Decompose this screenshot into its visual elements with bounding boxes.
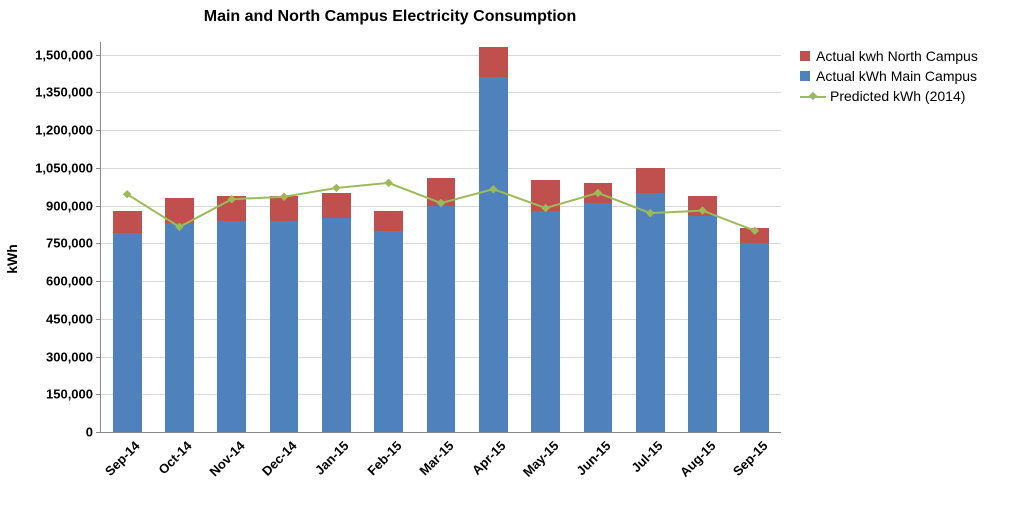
- line-marker-icon: [646, 209, 654, 217]
- y-tick-label: 450,000: [46, 311, 93, 326]
- x-tick-label: Nov-14: [206, 438, 247, 479]
- y-tick-label: 1,350,000: [35, 85, 93, 100]
- x-tick-label: Aug-15: [676, 438, 718, 480]
- line-marker-icon: [332, 184, 340, 192]
- y-tick-label: 150,000: [46, 387, 93, 402]
- legend-item: Actual kWh Main Campus: [800, 68, 978, 84]
- line-marker-icon: [541, 204, 549, 212]
- x-tick-label: Mar-15: [416, 438, 456, 478]
- y-axis-label-text: kWh: [4, 244, 20, 274]
- y-tick-label: 1,200,000: [35, 123, 93, 138]
- legend-label: Actual kWh Main Campus: [816, 68, 977, 84]
- x-tick-label: Sep-14: [102, 438, 143, 479]
- legend: Actual kwh North Campus Actual kWh Main C…: [800, 48, 978, 108]
- x-tick-label: Feb-15: [364, 438, 404, 478]
- y-tick-label: 600,000: [46, 274, 93, 289]
- predicted-line: [101, 42, 781, 432]
- plot-area: 0150,000300,000450,000600,000750,000900,…: [100, 42, 781, 433]
- line-marker-icon: [594, 189, 602, 197]
- x-tick-label: Jun-15: [573, 438, 613, 478]
- y-tick-label: 1,050,000: [35, 160, 93, 175]
- chart-stage: Main and North Campus Electricity Consum…: [0, 0, 1024, 518]
- y-tick-label: 1,500,000: [35, 47, 93, 62]
- line-marker-icon: [489, 185, 497, 193]
- y-tick-label: 300,000: [46, 349, 93, 364]
- y-tick-label: 900,000: [46, 198, 93, 213]
- x-tick-label: Jul-15: [629, 438, 666, 475]
- x-tick-label: Apr-15: [469, 438, 509, 478]
- legend-swatch-icon: [800, 71, 810, 81]
- y-tick-label: 0: [86, 425, 93, 440]
- legend-label: Actual kwh North Campus: [816, 48, 978, 64]
- line-marker-icon: [751, 226, 759, 234]
- x-tick-label: May-15: [519, 438, 561, 480]
- line-marker-icon: [228, 195, 236, 203]
- legend-label: Predicted kWh (2014): [830, 88, 965, 104]
- y-tick-mark: [96, 432, 101, 433]
- x-tick-label: Jan-15: [312, 438, 352, 478]
- y-axis-label: kWh: [2, 0, 22, 518]
- line-marker-icon: [698, 206, 706, 214]
- x-tick-label: Oct-14: [156, 438, 195, 477]
- legend-line-icon: [800, 91, 826, 101]
- line-marker-icon: [280, 192, 288, 200]
- legend-item: Actual kwh North Campus: [800, 48, 978, 64]
- chart-title: Main and North Campus Electricity Consum…: [0, 8, 780, 26]
- x-tick-label: Dec-14: [259, 438, 300, 479]
- legend-item: Predicted kWh (2014): [800, 88, 978, 104]
- x-tick-label: Sep-15: [730, 438, 771, 479]
- legend-swatch-icon: [800, 51, 810, 61]
- y-tick-label: 750,000: [46, 236, 93, 251]
- line-marker-icon: [437, 199, 445, 207]
- line-marker-icon: [384, 179, 392, 187]
